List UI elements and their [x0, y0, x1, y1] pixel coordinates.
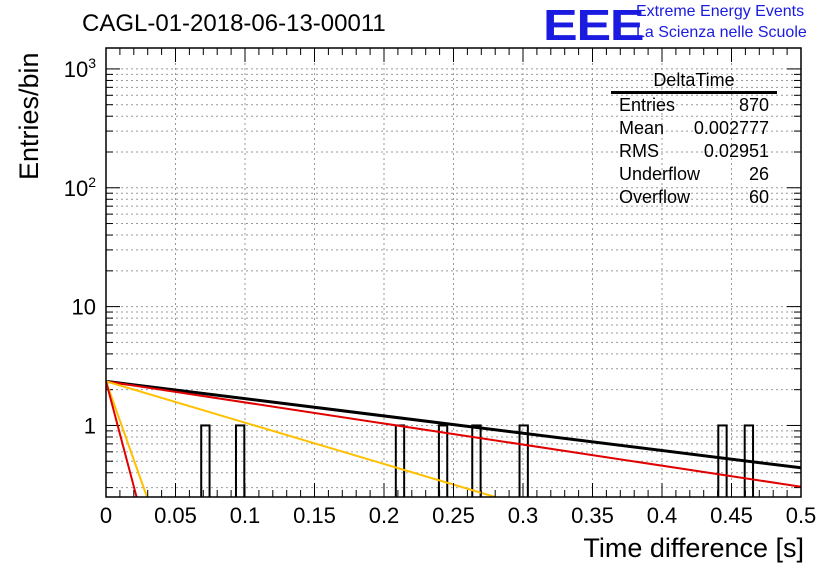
- histogram-bin: [717, 424, 728, 497]
- logo-line-2: La Scienza nelle Scuole: [636, 24, 807, 41]
- eee-logo: EEE: [543, 1, 645, 50]
- stats-title: DeltaTime: [611, 70, 777, 94]
- y-tick-label: 102: [64, 174, 96, 201]
- fit-curve: [106, 381, 138, 497]
- stats-box: DeltaTime Entries 870 Mean 0.002777 RMS 0.0…: [611, 70, 777, 209]
- stats-value: 870: [738, 95, 769, 115]
- x-tick-label: 0.05: [154, 503, 197, 528]
- x-axis-label: Time difference [s]: [583, 533, 804, 563]
- x-tick-label: 0.35: [571, 503, 614, 528]
- fit-curve: [106, 379, 801, 470]
- stats-row-underflow: Underflow 26: [611, 163, 777, 186]
- x-tick-label: 0.15: [293, 503, 336, 528]
- stats-row-overflow: Overflow 60: [611, 186, 777, 209]
- plot-area: [106, 379, 801, 497]
- histogram-bin: [437, 424, 449, 497]
- stats-value: 26: [748, 164, 769, 184]
- chart-title: CAGL-01-2018-06-13-00011: [82, 10, 386, 37]
- x-tick-label: 0.2: [369, 503, 400, 528]
- stats-label: Overflow: [619, 187, 691, 207]
- histogram-bin: [200, 424, 211, 497]
- x-tick-label: 0: [100, 503, 112, 528]
- fit-curve: [106, 380, 496, 497]
- histogram-bin: [518, 424, 529, 497]
- x-tick-label: 0.4: [647, 503, 678, 528]
- logo-line-1: Extreme Energy Events: [636, 3, 805, 20]
- stats-label: Mean: [619, 118, 665, 138]
- histogram-bin: [471, 424, 482, 497]
- y-tick-label: 103: [64, 55, 96, 82]
- stats-value: 0.02951: [703, 141, 769, 161]
- stats-label: Entries: [619, 95, 676, 115]
- y-tick-label: 1: [84, 413, 96, 438]
- histogram-bin: [234, 424, 246, 497]
- stats-label: Underflow: [619, 164, 701, 184]
- stats-value: 60: [748, 187, 769, 207]
- y-axis-label: Entries/bin: [14, 52, 44, 180]
- x-tick-label: 0.5: [786, 503, 817, 528]
- stats-row-mean: Mean 0.002777: [611, 117, 777, 140]
- stats-row-rms: RMS 0.02951: [611, 140, 777, 163]
- fit-curve: [106, 381, 148, 497]
- stats-row-entries: Entries 870: [611, 94, 777, 117]
- fit-curve: [106, 380, 801, 488]
- y-tick-label: 10: [72, 295, 96, 320]
- x-tick-label: 0.25: [432, 503, 475, 528]
- stats-value: 0.002777: [693, 118, 769, 138]
- x-tick-label: 0.3: [508, 503, 539, 528]
- x-tick-label: 0.45: [710, 503, 753, 528]
- stats-label: RMS: [619, 141, 659, 161]
- x-tick-label: 0.1: [230, 503, 261, 528]
